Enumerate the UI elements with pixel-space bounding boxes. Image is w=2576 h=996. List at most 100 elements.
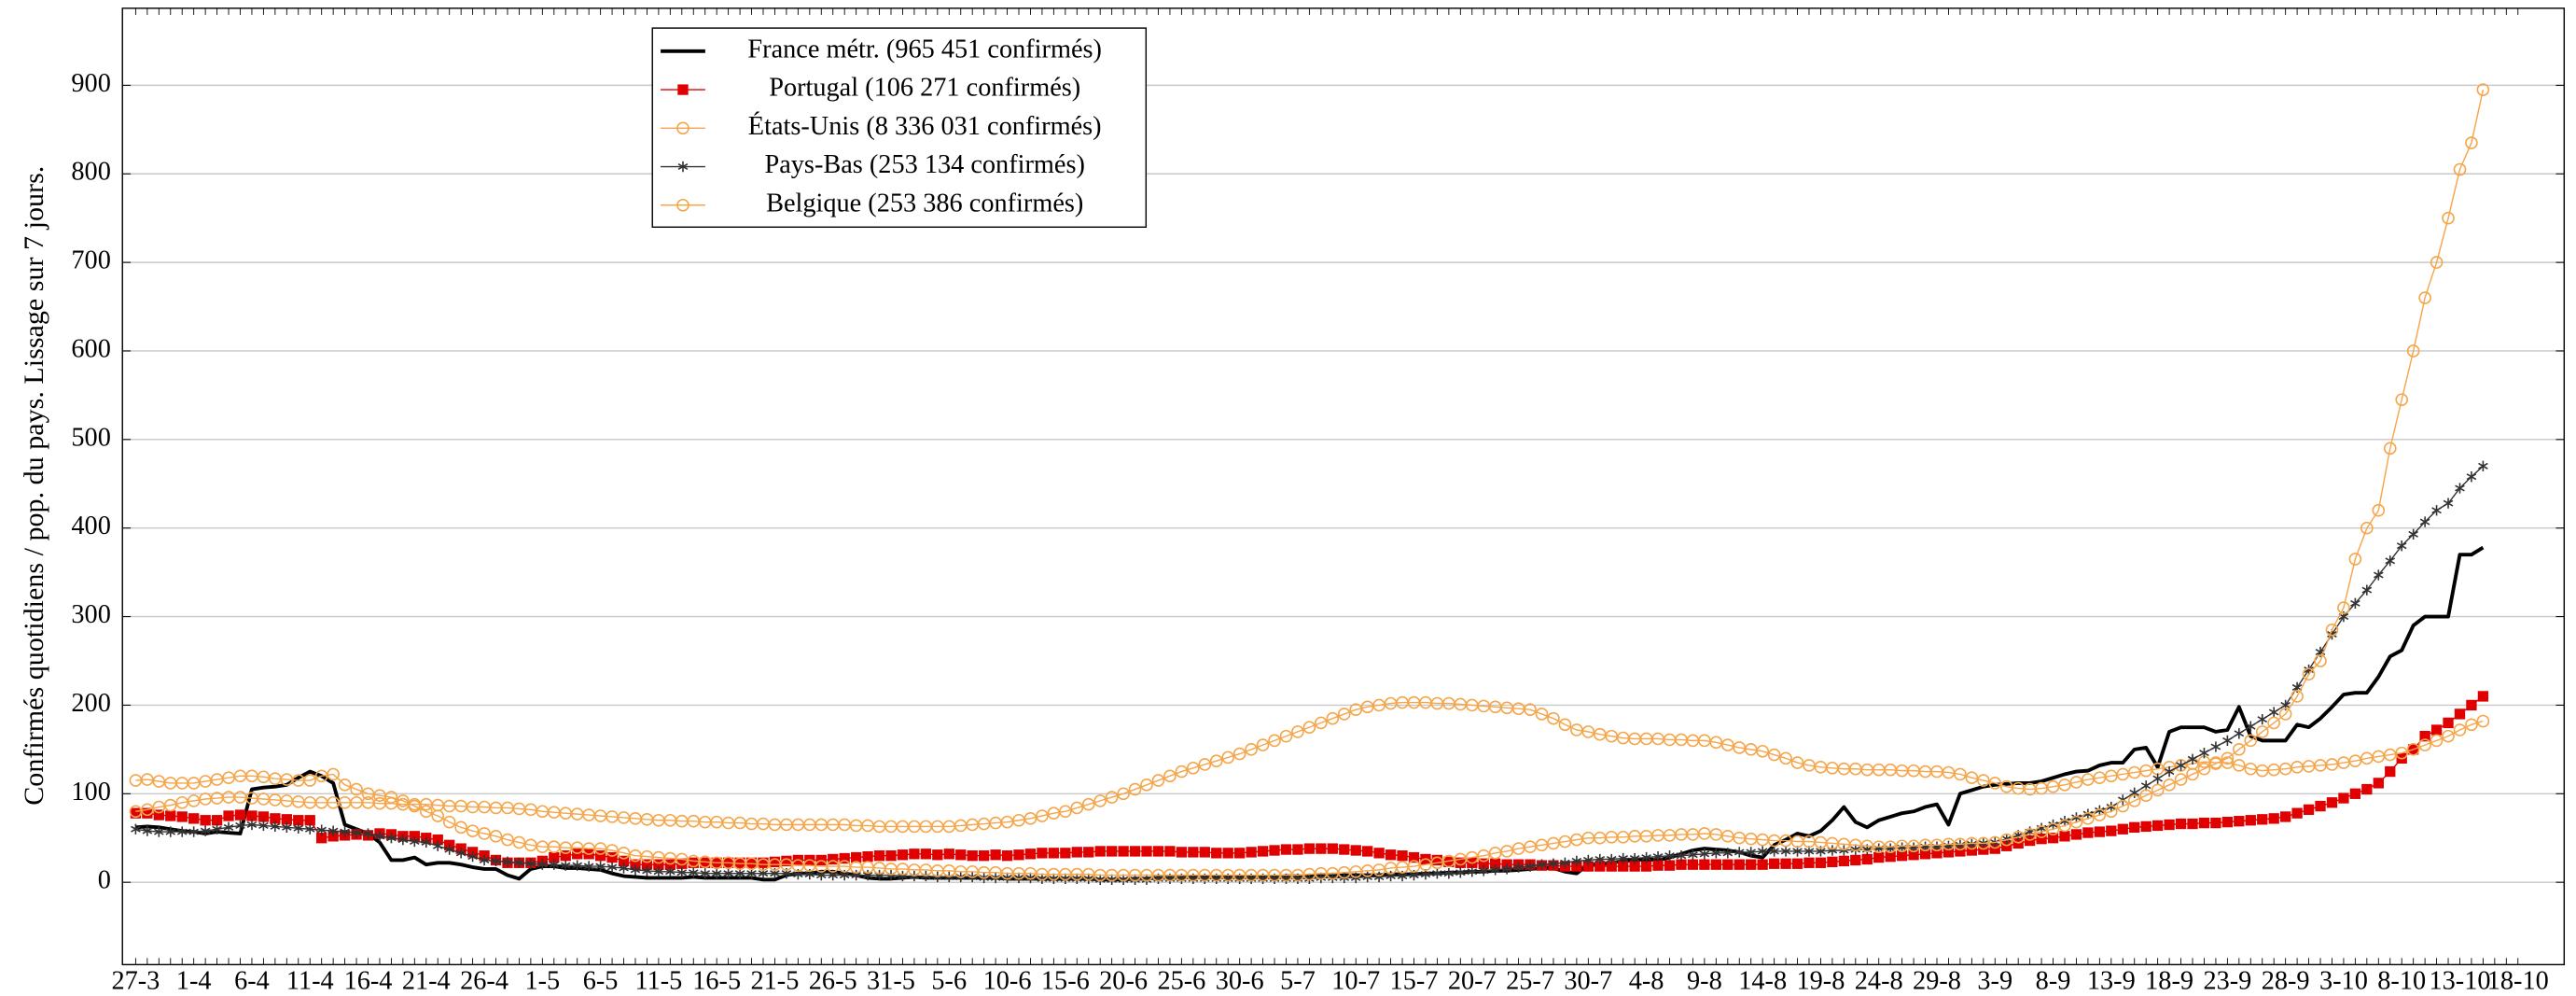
point-marker [397, 794, 410, 807]
point-marker [1187, 761, 1200, 775]
point-marker [862, 869, 873, 881]
point-marker [1256, 738, 1270, 751]
point-marker [1652, 860, 1664, 871]
point-marker [2465, 718, 2478, 732]
point-marker [1081, 797, 1095, 811]
point-marker [1699, 859, 1710, 870]
point-marker [2419, 516, 2430, 527]
point-marker [1176, 847, 1188, 858]
legend-label: Portugal (106 271 confirmés) [769, 74, 1080, 103]
point-marker [1362, 846, 1373, 857]
point-marker [2360, 521, 2374, 535]
point-marker [2466, 471, 2477, 483]
point-marker [2210, 741, 2221, 752]
x-tick-label: 18-10 [2487, 966, 2549, 995]
point-marker [2105, 805, 2118, 819]
point-marker [1385, 870, 1396, 882]
point-marker [432, 840, 443, 851]
point-marker [2454, 708, 2466, 720]
point-marker [2349, 788, 2361, 799]
point-marker [1002, 872, 1012, 884]
point-marker [2476, 83, 2490, 96]
point-marker [2291, 807, 2303, 819]
point-marker [2278, 708, 2292, 721]
point-marker [2186, 767, 2199, 781]
point-marker [1954, 767, 1967, 781]
x-tick-label: 28-9 [2262, 966, 2310, 995]
point-marker [1688, 849, 1698, 861]
point-marker [1676, 850, 1687, 862]
point-marker [223, 821, 234, 834]
point-marker [2106, 825, 2117, 836]
point-marker [1036, 809, 1049, 822]
point-marker [2395, 393, 2409, 406]
point-marker [1583, 854, 1594, 866]
point-marker [700, 857, 711, 868]
point-marker [131, 823, 141, 835]
point-marker [2221, 751, 2235, 765]
x-tick-label: 19-8 [1797, 966, 1845, 995]
point-marker [2070, 829, 2082, 840]
point-marker [642, 865, 652, 877]
y-tick-label: 100 [71, 778, 110, 807]
point-marker [1571, 861, 1582, 872]
point-marker [2069, 776, 2083, 789]
point-marker [2302, 667, 2316, 681]
point-marker [1513, 862, 1524, 873]
point-marker [2094, 826, 2106, 837]
point-marker [2210, 817, 2221, 829]
point-marker [978, 850, 990, 862]
point-marker [2419, 730, 2430, 742]
x-tick-label: 9-8 [1687, 966, 1722, 995]
x-tick-label: 13-10 [2429, 966, 2490, 995]
y-tick-label: 900 [71, 69, 110, 98]
point-marker [1850, 844, 1861, 855]
point-marker [176, 811, 188, 822]
point-marker [1652, 850, 1664, 863]
point-marker [1128, 782, 1142, 796]
y-tick-label: 600 [71, 334, 110, 363]
point-marker [1618, 861, 1629, 872]
x-tick-label: 14-8 [1738, 966, 1787, 995]
point-marker [223, 810, 234, 821]
point-marker [2406, 743, 2420, 756]
point-marker [2198, 817, 2210, 829]
point-marker [1791, 858, 1803, 869]
point-marker [2430, 256, 2444, 269]
point-marker [454, 821, 467, 835]
point-marker [1350, 845, 1361, 856]
point-marker [1722, 859, 1734, 870]
point-marker [2350, 597, 2360, 609]
point-marker [781, 855, 792, 867]
point-marker [1838, 855, 1850, 867]
point-marker [1094, 846, 1106, 857]
point-marker [163, 798, 177, 812]
y-axis-label: Confirmés quotidiens / pop. du pays. Lis… [18, 166, 49, 806]
point-marker [2082, 808, 2094, 820]
point-marker [455, 848, 466, 859]
point-marker [1769, 846, 1779, 857]
point-marker [594, 850, 606, 862]
point-marker [1280, 844, 1292, 855]
x-tick-label: 25-6 [1157, 966, 1205, 995]
point-marker [676, 858, 688, 869]
point-marker [1408, 851, 1420, 863]
point-marker [1385, 849, 1397, 861]
point-marker [1560, 857, 1570, 868]
point-marker [2476, 714, 2490, 728]
series-line [135, 89, 2485, 877]
point-marker [2430, 734, 2444, 748]
point-marker [2221, 816, 2234, 828]
point-marker [700, 868, 711, 879]
point-marker [2443, 717, 2454, 729]
x-tick-label: 11-4 [286, 966, 334, 995]
point-marker [1292, 844, 1303, 855]
point-marker [327, 831, 339, 842]
point-marker [873, 850, 885, 862]
point-marker [293, 815, 304, 826]
point-marker [839, 852, 850, 864]
point-marker [1152, 846, 1164, 857]
point-marker [676, 867, 688, 878]
point-marker [1711, 848, 1721, 859]
point-marker [1443, 856, 1455, 867]
